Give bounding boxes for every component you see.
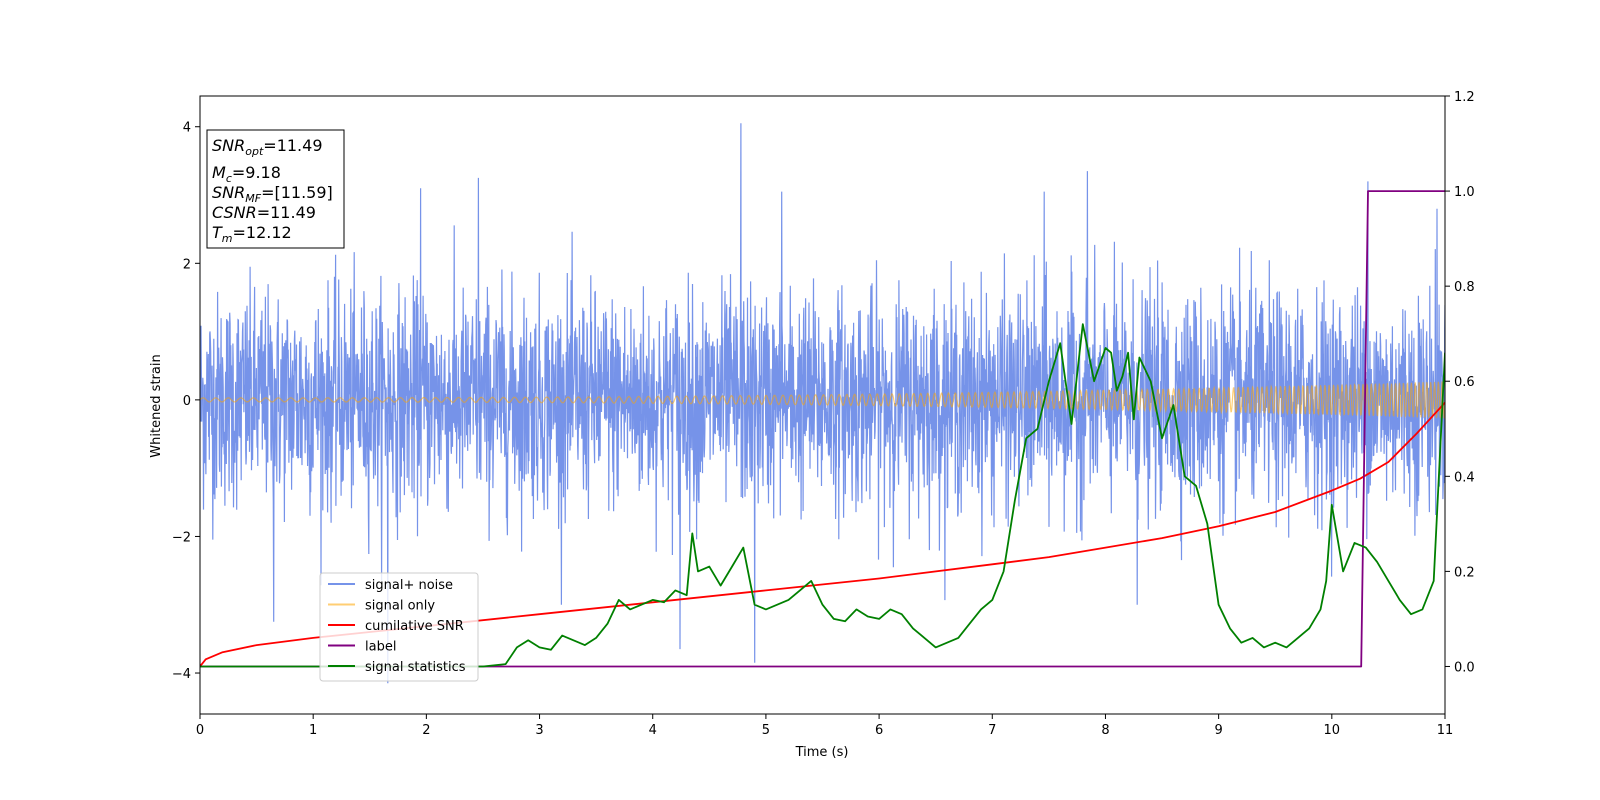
y2-tick-label: 0.2 xyxy=(1454,565,1475,580)
legend-label: cumilative SNR xyxy=(365,619,464,634)
series-signal-only xyxy=(200,381,1445,419)
x-tick-label: 11 xyxy=(1437,723,1454,738)
y-tick-label: −2 xyxy=(172,530,191,545)
y-tick-label: 2 xyxy=(183,257,191,272)
series-signal-noise xyxy=(200,123,1445,684)
x-tick-label: 10 xyxy=(1324,723,1341,738)
x-tick-label: 8 xyxy=(1101,723,1109,738)
y-tick-label: 0 xyxy=(183,394,191,409)
x-tick-label: 0 xyxy=(196,723,204,738)
series-label xyxy=(200,190,1445,668)
info-mc: Mc=9.18 xyxy=(212,163,281,185)
x-tick-label: 4 xyxy=(649,723,657,738)
y2-tick-label: 0.6 xyxy=(1454,375,1475,390)
y-axis-label: Whitened strain xyxy=(149,354,164,457)
info-box-frame xyxy=(206,129,345,249)
legend-label: signal+ noise xyxy=(365,578,453,593)
x-tick-label: 1 xyxy=(309,723,317,738)
info-tm: Tm=12.12 xyxy=(212,223,292,245)
y2-tick-label: 0.0 xyxy=(1454,660,1475,675)
x-tick-label: 6 xyxy=(875,723,883,738)
y2-tick-label: 1.0 xyxy=(1454,185,1475,200)
x-tick-label: 3 xyxy=(535,723,543,738)
info-snr-opt: SNRopt=11.49 xyxy=(212,136,323,158)
y2-tick-label: 0.8 xyxy=(1454,280,1475,295)
legend-label: label xyxy=(365,640,396,655)
x-tick-label: 2 xyxy=(422,723,430,738)
y2-tick-label: 1.2 xyxy=(1454,90,1475,105)
x-axis-label: Time (s) xyxy=(795,745,849,760)
x-tick-label: 5 xyxy=(762,723,770,738)
y-tick-label: −4 xyxy=(172,667,191,682)
legend-label: signal statistics xyxy=(365,660,466,675)
axes: 0 1 2 3 4 5 6 7 8 9 10 11 −4 −2 0 2 4 0.0 0.2 0.4 0.6 0.8 1.0 1… xyxy=(172,90,1475,738)
legend: signal+ noise signal only cumilative SNR la… xyxy=(319,572,479,682)
plot-frame xyxy=(199,95,1446,715)
y-tick-label: 4 xyxy=(183,121,191,136)
legend-frame xyxy=(319,572,479,682)
y2-tick-label: 0.4 xyxy=(1454,470,1475,485)
series-cumilative-snr xyxy=(200,401,1445,668)
series-signal-statistics xyxy=(200,323,1445,668)
x-tick-label: 7 xyxy=(988,723,996,738)
series-layer xyxy=(200,123,1445,684)
info-snr-mf: SNRMF=[11.59] xyxy=(212,183,333,205)
legend-label: signal only xyxy=(365,599,435,614)
info-box: SNRopt=11.49 Mc=9.18 SNRMF=[11.59] CSNR=… xyxy=(206,129,345,249)
info-csnr: CSNR=11.49 xyxy=(212,203,316,222)
x-tick-label: 9 xyxy=(1214,723,1222,738)
